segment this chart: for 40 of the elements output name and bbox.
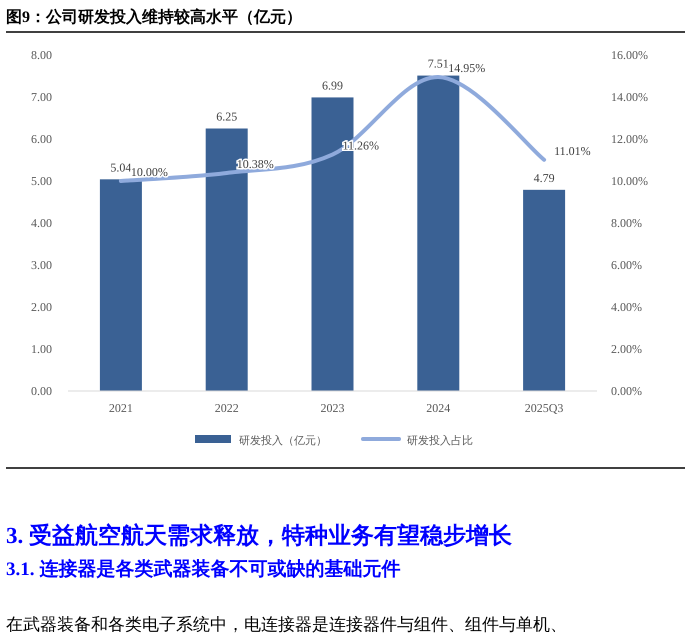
text: 在武器装备和各类电子系统中，电连接器是连接器件与组件、组件与单机、 [6,615,567,634]
y2-tick-label: 2.00% [611,342,642,356]
data-label: 5.04 [110,160,132,174]
y-tick-label: 8.00 [31,48,52,62]
data-label: 4.79 [534,170,555,185]
y-tick-label: 2.00 [31,300,52,314]
bar [417,76,460,391]
y2-tick-label: 16.00% [611,48,648,62]
text: 3. 受益航空航天需求释放，特种业务有望稳步增长 [6,522,512,548]
legend-label: 研发投入（亿元） [239,434,327,447]
y2-tick-label: 0.00% [611,384,642,398]
chart-title: 图9：公司研发投入维持较高水平（亿元） [6,7,302,26]
legend-label: 研发投入占比 [407,434,473,447]
y2-tick-label: 14.00% [611,90,648,104]
text: 3.1. 连接器是各类武器装备不可或缺的基础元件 [6,558,400,580]
data-label: 6.25 [216,110,238,124]
y-tick-label: 1.00 [31,342,52,356]
y2-tick-label: 10.00% [611,174,648,188]
y-tick-label: 3.00 [31,258,52,272]
data-label: 7.51 [428,56,449,71]
data-label: 6.99 [322,78,343,92]
x-tick-label: 2024 [426,401,450,415]
data-label: 14.95% [448,61,486,76]
y-tick-label: 7.00 [31,90,52,104]
bar [523,190,566,391]
y2-tick-label: 4.00% [611,300,642,314]
y-tick-label: 6.00 [31,132,52,146]
data-label: 10.00% [130,165,168,179]
y2-tick-label: 8.00% [611,216,642,230]
x-tick-label: 2021 [108,401,133,415]
y-tick-label: 5.00 [31,174,52,188]
x-tick-label: 2022 [214,401,239,415]
y2-tick-label: 12.00% [611,132,648,146]
data-label: 11.01% [554,144,591,158]
x-tick-label: 2025Q3 [524,401,564,415]
y-tick-label: 0.00 [31,384,52,398]
y-tick-label: 4.00 [31,216,52,230]
bar [100,179,142,391]
x-tick-label: 2023 [320,401,344,415]
y2-tick-label: 6.00% [611,258,642,272]
